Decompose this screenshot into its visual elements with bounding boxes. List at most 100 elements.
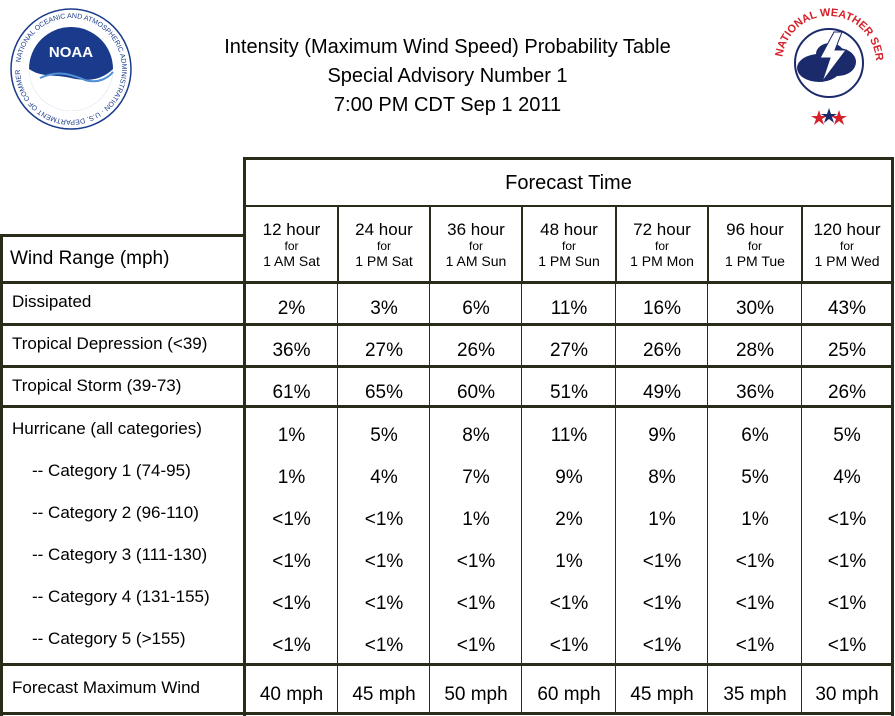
column-for: for [468, 239, 483, 253]
table-cell: 40 mph [259, 684, 324, 705]
column-hour: 24 hour [355, 220, 413, 239]
table-cell: <1% [364, 509, 404, 530]
row-divider [0, 712, 892, 715]
row-header-top-border [0, 234, 246, 237]
table-cell: 9% [648, 425, 676, 446]
label-column-divider [243, 157, 246, 716]
table-cell: 4% [833, 467, 861, 488]
row-label: Forecast Maximum Wind [12, 678, 200, 697]
forecast-time-header: Forecast Time [505, 171, 632, 194]
table-cell: <1% [272, 551, 311, 572]
table-cell: 1% [648, 509, 676, 530]
column-hour: 72 hour [633, 220, 691, 239]
table-cell: 1% [555, 551, 583, 572]
row-divider [0, 281, 892, 284]
table-cell: <1% [456, 593, 496, 614]
table-cell: 35 mph [723, 684, 787, 705]
row-label: -- Category 1 (74-95) [32, 461, 191, 480]
table-cell: 1% [277, 425, 306, 446]
column-hour: 120 hour [813, 220, 881, 239]
column-time: 1 PM Sun [538, 253, 600, 269]
table-cell: 30 mph [815, 684, 879, 705]
table-cell: <1% [827, 593, 867, 614]
table-cell: 36% [735, 382, 775, 403]
header-column-divider [521, 206, 523, 282]
column-header: 24 hour for 1 PM Sat [338, 220, 430, 270]
column-hour: 36 hour [447, 220, 505, 239]
svg-text:NOAA: NOAA [49, 44, 93, 61]
table-cell: 11% [550, 425, 588, 446]
column-header: 120 hour for 1 PM Wed [802, 220, 892, 270]
body-column-divider [521, 282, 522, 713]
table-cell: 26% [456, 340, 496, 361]
table-cell: 36% [272, 340, 311, 361]
table-cell: 43% [827, 298, 867, 319]
column-header: 48 hour for 1 PM Sun [522, 221, 616, 270]
table-cell: <1% [735, 593, 775, 614]
table-cell: 7% [462, 467, 490, 488]
table-cell: <1% [827, 551, 867, 572]
row-label: Hurricane (all categories) [12, 419, 202, 438]
table-cell: 8% [648, 467, 676, 488]
table-cell: 49% [642, 382, 682, 403]
nws-logo: NATIONAL WEATHER SERVICE [772, 6, 885, 125]
table-cell: 26% [642, 340, 682, 361]
table-cell: <1% [364, 551, 404, 572]
table-cell: 51% [549, 382, 589, 403]
table-cell: 61% [272, 382, 311, 403]
row-divider [0, 365, 892, 368]
table-cell: <1% [827, 509, 867, 530]
table-cell: 16% [642, 298, 682, 319]
table-cell: <1% [735, 551, 775, 572]
column-time: 1 PM Sat [355, 253, 413, 269]
column-time: 1 PM Wed [814, 253, 880, 269]
table-cell: 45 mph [352, 684, 416, 705]
column-header: 96 hour for 1 PM Tue [708, 220, 802, 270]
table-cell: 2% [277, 298, 306, 319]
table-cell: <1% [272, 509, 311, 530]
header-column-divider [801, 206, 803, 282]
table-cell: 2% [555, 509, 583, 530]
table-cell: 6% [462, 298, 490, 319]
table-cell: 5% [833, 425, 861, 446]
table-cell: <1% [272, 635, 311, 656]
row-label: -- Category 3 (111-130) [32, 545, 208, 564]
row-divider [0, 405, 892, 408]
table-cell: <1% [827, 635, 867, 656]
table-cell: <1% [642, 635, 682, 656]
wind-range-header: Wind Range (mph) [10, 248, 170, 269]
table-cell: 50 mph [444, 684, 508, 705]
column-time: 1 PM Mon [630, 253, 694, 269]
table-cell: 60% [456, 382, 496, 403]
table-cell: <1% [549, 593, 589, 614]
column-hour: 96 hour [726, 220, 784, 239]
table-cell: 1% [462, 509, 490, 530]
column-hour: 12 hour [262, 220, 321, 239]
column-header: 12 hour for 1 AM Sat [245, 220, 338, 270]
table-cell: 45 mph [630, 684, 694, 705]
table-cell: 60 mph [537, 684, 601, 705]
body-column-divider [801, 282, 802, 713]
row-label: Dissipated [12, 292, 92, 311]
issue-time: 7:00 PM CDT Sep 1 2011 [333, 94, 562, 116]
advisory-number: Special Advisory Number 1 [327, 65, 568, 87]
body-column-divider [337, 282, 338, 713]
column-header: 36 hour for 1 AM Sun [430, 220, 522, 270]
table-cell: 8% [462, 425, 490, 446]
table-cell: 30% [735, 298, 775, 319]
column-for: for [561, 239, 576, 253]
column-time: 1 AM Sun [445, 253, 507, 269]
table-cell: <1% [642, 551, 682, 572]
table-cell: <1% [549, 635, 589, 656]
table-cell: <1% [456, 635, 496, 656]
table-cell: 4% [370, 467, 398, 488]
table-cell: 5% [370, 425, 398, 446]
row-label: -- Category 4 (131-155) [32, 587, 210, 606]
row-label: Tropical Storm (39-73) [12, 376, 182, 395]
table-cell: <1% [272, 593, 311, 614]
row-label: -- Category 2 (96-110) [32, 503, 199, 522]
column-for: for [284, 239, 299, 253]
table-cell: <1% [364, 593, 404, 614]
header-titles: Intensity (Maximum Wind Speed) Probabili… [180, 33, 715, 120]
table-cell: 26% [827, 382, 867, 403]
